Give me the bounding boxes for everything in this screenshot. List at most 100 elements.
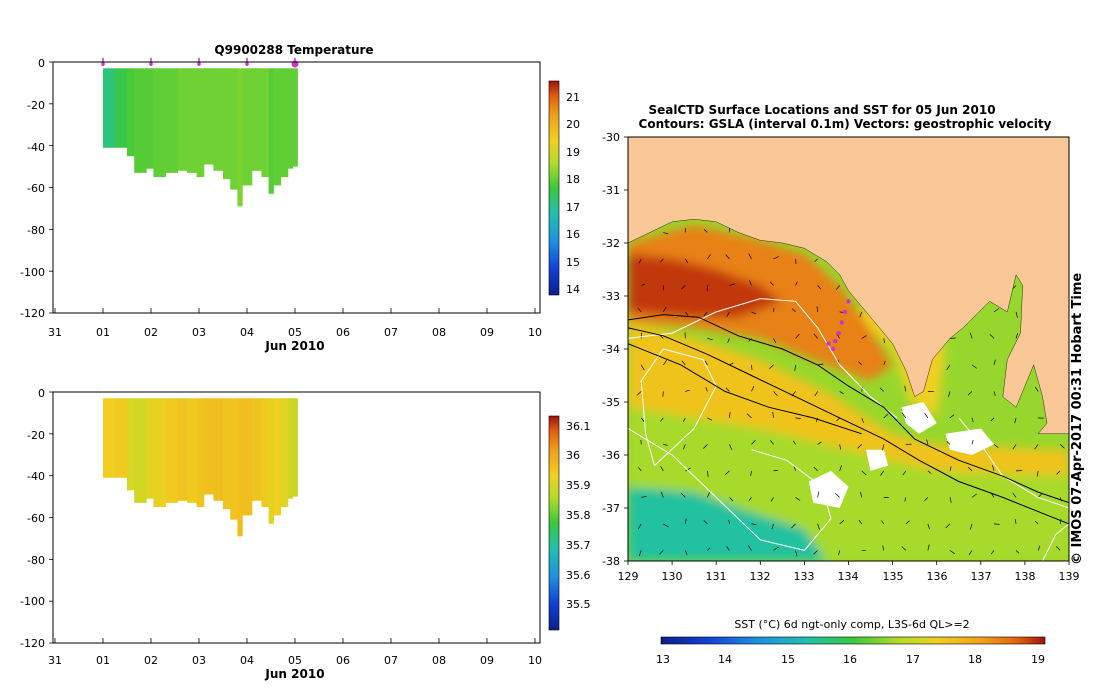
map-y-ticks: -30 -31 -32 -33 -34 -35 -36 -37 -38 bbox=[602, 131, 620, 568]
profile-column bbox=[230, 398, 238, 520]
velocity-vector bbox=[746, 413, 752, 419]
profile-column bbox=[237, 398, 243, 537]
gsla-contour bbox=[628, 314, 1069, 504]
velocity-vector bbox=[773, 338, 777, 344]
velocity-vector bbox=[794, 364, 796, 371]
seal-location bbox=[830, 346, 836, 352]
velocity-vector bbox=[993, 359, 996, 365]
sst-band bbox=[628, 253, 783, 318]
velocity-vector bbox=[969, 332, 973, 339]
velocity-vector bbox=[793, 466, 796, 472]
velocity-vector bbox=[860, 491, 863, 498]
velocity-vector bbox=[704, 360, 708, 366]
salinity-panel: 31 01 02 03 04 05 06 07 08 09 10 Jun 201… bbox=[20, 387, 590, 681]
velocity-vector bbox=[705, 387, 708, 392]
velocity-vector bbox=[680, 492, 686, 498]
profile-column bbox=[103, 68, 116, 148]
velocity-vector bbox=[1015, 311, 1018, 318]
gsla-contour bbox=[628, 343, 862, 435]
velocity-vector bbox=[663, 232, 669, 235]
profile-column bbox=[203, 398, 214, 495]
salinity-colorbar-ticks: 36.1 36 35.9 35.8 35.7 35.6 35.5 bbox=[566, 420, 591, 611]
velocity-vector bbox=[927, 470, 932, 474]
velocity-vector bbox=[727, 338, 730, 343]
temperature-y-ticks: 0 -20 -40 -60 -80 -100 -120 bbox=[20, 57, 45, 320]
profile-column bbox=[153, 68, 166, 178]
velocity-vector bbox=[662, 306, 667, 313]
lon-tick-label: 138 bbox=[1015, 570, 1036, 583]
lat-tick-label: -31 bbox=[602, 184, 620, 197]
velocity-vector bbox=[729, 444, 733, 451]
velocity-vector bbox=[795, 281, 798, 286]
x-tick-label: 05 bbox=[288, 326, 302, 339]
cloud-mask bbox=[808, 402, 994, 508]
velocity-vector bbox=[1012, 492, 1017, 498]
velocity-vector bbox=[772, 412, 774, 418]
x-tick-label: 31 bbox=[48, 326, 62, 339]
velocity-vector bbox=[971, 417, 974, 423]
cloud-patch bbox=[808, 470, 849, 508]
velocity-vector bbox=[681, 285, 686, 290]
profile-column bbox=[196, 68, 205, 178]
colorbar-tick-label: 15 bbox=[781, 653, 795, 666]
velocity-vector bbox=[660, 258, 664, 263]
velocity-vector bbox=[817, 285, 821, 290]
profile-column bbox=[292, 398, 298, 497]
velocity-vector bbox=[707, 417, 713, 421]
profile-column bbox=[292, 68, 298, 167]
velocity-vector bbox=[638, 550, 642, 557]
velocity-vector bbox=[1034, 444, 1039, 450]
colorbar-tick-label: 16 bbox=[843, 653, 857, 666]
sst-band bbox=[628, 407, 1069, 561]
velocity-vector bbox=[949, 497, 952, 503]
velocity-vector bbox=[773, 391, 778, 397]
velocity-vector bbox=[751, 439, 756, 445]
seal-location bbox=[826, 341, 831, 346]
seal-surface-locations bbox=[826, 299, 851, 352]
velocity-vector bbox=[858, 519, 863, 525]
x-tick-label: 10 bbox=[528, 326, 542, 339]
velocity-vector bbox=[879, 387, 885, 392]
velocity-vector bbox=[945, 523, 951, 529]
velocity-vector bbox=[685, 258, 689, 264]
velocity-vector bbox=[793, 440, 796, 445]
x-tick-label: 10 bbox=[528, 654, 542, 667]
map-tick-marks bbox=[624, 136, 1070, 565]
velocity-vector bbox=[839, 520, 845, 525]
velocity-vector bbox=[660, 417, 664, 422]
velocity-vector bbox=[750, 470, 752, 477]
y-tick-label: -80 bbox=[27, 554, 45, 567]
velocity-vector bbox=[989, 334, 995, 339]
velocity-vector bbox=[861, 335, 867, 339]
profile-column bbox=[223, 68, 231, 180]
profile-column bbox=[251, 68, 262, 171]
profile-column bbox=[242, 68, 253, 186]
x-tick-label: 06 bbox=[336, 326, 350, 339]
profile-marker-dot bbox=[149, 62, 153, 66]
velocity-vector bbox=[880, 470, 885, 476]
velocity-vector bbox=[902, 412, 907, 419]
colorbar-tick-label: 13 bbox=[656, 653, 670, 666]
velocity-vector bbox=[707, 338, 713, 341]
velocity-vector bbox=[835, 493, 840, 498]
velocity-vector bbox=[640, 364, 645, 371]
profile-column bbox=[187, 68, 198, 173]
velocity-vector bbox=[751, 311, 757, 315]
velocity-vector bbox=[883, 413, 889, 419]
lat-tick-label: -32 bbox=[602, 237, 620, 250]
velocity-vector bbox=[813, 466, 818, 472]
y-tick-label: -60 bbox=[27, 512, 45, 525]
velocity-vector bbox=[902, 470, 907, 476]
salinity-x-axis-label: Jun 2010 bbox=[264, 667, 324, 681]
velocity-vector bbox=[927, 544, 930, 551]
lon-tick-label: 132 bbox=[750, 570, 771, 583]
lat-tick-label: -34 bbox=[602, 343, 620, 356]
velocity-vector bbox=[707, 470, 709, 477]
profile-column bbox=[127, 68, 135, 157]
velocity-vector bbox=[905, 520, 910, 525]
profile-column bbox=[223, 398, 231, 510]
temperature-x-axis-label: Jun 2010 bbox=[264, 339, 324, 353]
profile-column bbox=[165, 68, 178, 173]
velocity-vector bbox=[728, 519, 730, 524]
colorbar-tick-label: 35.9 bbox=[566, 479, 591, 492]
